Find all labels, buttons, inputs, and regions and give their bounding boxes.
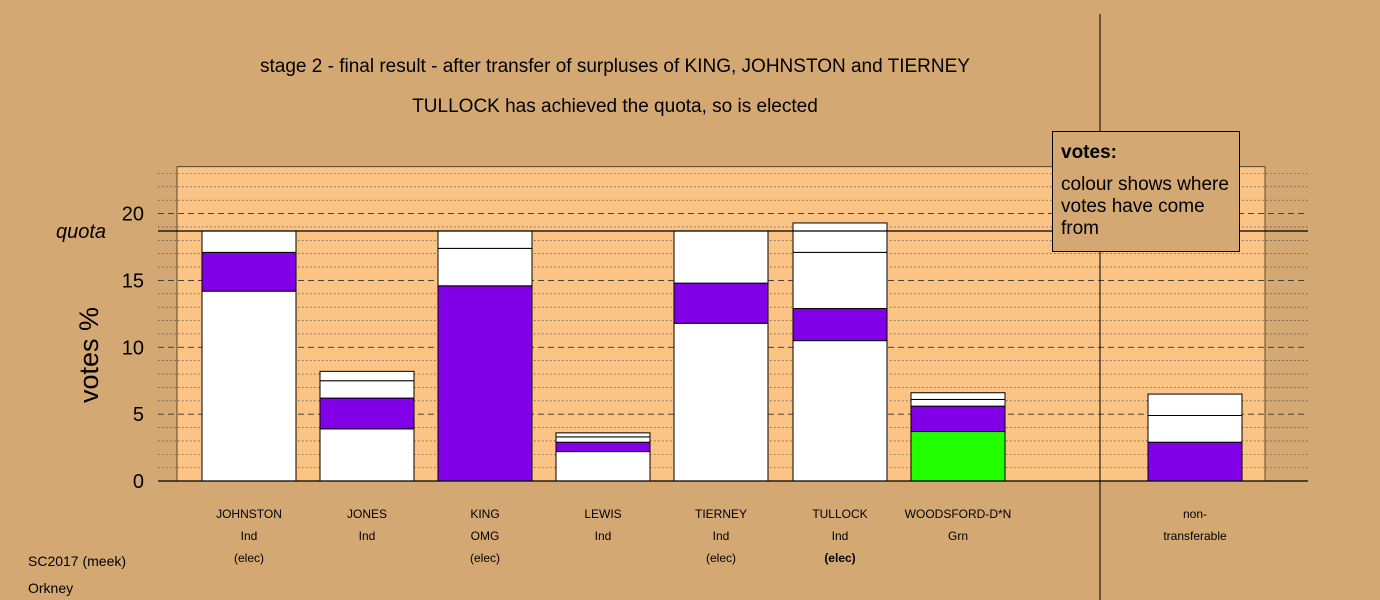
chart-title: stage 2 - final result - after transfer … bbox=[260, 56, 970, 77]
y-axis-label: votes % bbox=[74, 307, 104, 403]
bar-segment bbox=[910, 398, 1006, 407]
bar-segment bbox=[319, 397, 415, 430]
y-tick-label: 5 bbox=[133, 404, 144, 426]
bar-label: Ind bbox=[713, 529, 730, 543]
bar-label: (elec) bbox=[706, 551, 736, 565]
bar-segment bbox=[673, 282, 769, 324]
bar-segment bbox=[910, 392, 1006, 400]
bar-label: Ind bbox=[241, 529, 258, 543]
bar-label: OMG bbox=[471, 529, 500, 543]
legend-title: votes: bbox=[1061, 142, 1117, 163]
bar-label: Ind bbox=[832, 529, 849, 543]
bar-segment bbox=[673, 230, 769, 284]
bar-label: KING bbox=[470, 507, 499, 521]
bar-segment bbox=[555, 432, 651, 438]
bar-label: JONES bbox=[347, 507, 387, 521]
bar-segment bbox=[673, 322, 769, 482]
bar-segment bbox=[319, 380, 415, 399]
quota-label: quota bbox=[56, 221, 106, 243]
y-tick-label: 10 bbox=[122, 337, 144, 359]
bar-segment bbox=[1147, 441, 1243, 482]
bar-segment bbox=[437, 247, 533, 287]
bar-segment bbox=[437, 230, 533, 249]
bar-label: transferable bbox=[1163, 529, 1227, 543]
bar-segment bbox=[1147, 393, 1243, 416]
bar-label: non- bbox=[1183, 507, 1207, 521]
bar-segment bbox=[792, 251, 888, 310]
bar-label: (elec) bbox=[470, 551, 500, 565]
bar-label: Ind bbox=[595, 529, 612, 543]
y-tick-label: 20 bbox=[122, 204, 144, 226]
bar-label: Grn bbox=[948, 529, 968, 543]
bar-segment bbox=[555, 436, 651, 443]
y-tick-label: 0 bbox=[133, 471, 144, 493]
bar-label: JOHNSTON bbox=[216, 507, 282, 521]
bar-segment bbox=[792, 340, 888, 482]
bar-label: WOODSFORD-D*N bbox=[905, 507, 1012, 521]
bar-segment bbox=[792, 308, 888, 342]
bar-segment bbox=[910, 431, 1006, 482]
legend-text: colour shows where votes have come from bbox=[1061, 174, 1229, 239]
bar-segment bbox=[201, 251, 297, 292]
bar-label: TIERNEY bbox=[695, 507, 747, 521]
bar-segment bbox=[201, 290, 297, 482]
bar-label: LEWIS bbox=[584, 507, 621, 521]
bar-segment bbox=[1147, 414, 1243, 443]
bar-segment bbox=[319, 428, 415, 482]
bar-segment bbox=[555, 441, 651, 453]
y-tick-label: 15 bbox=[122, 270, 144, 292]
footer-method: SC2017 (meek) bbox=[28, 553, 127, 569]
bar-segment bbox=[437, 285, 533, 482]
bar-segment bbox=[792, 222, 888, 253]
footer-region: Orkney bbox=[28, 580, 74, 596]
bar-label: TULLOCK bbox=[812, 507, 867, 521]
bar-label: Ind bbox=[359, 529, 376, 543]
legend-box: votes: colour shows where votes have com… bbox=[1052, 131, 1240, 252]
bar-label: (elec) bbox=[234, 551, 264, 565]
bar-segment bbox=[555, 451, 651, 482]
bar-label: (elec) bbox=[824, 551, 855, 565]
bar-segment bbox=[201, 230, 297, 253]
bar-segment bbox=[910, 405, 1006, 433]
chart-subtitle: TULLOCK has achieved the quota, so is el… bbox=[412, 96, 818, 117]
bar-segment bbox=[319, 370, 415, 382]
